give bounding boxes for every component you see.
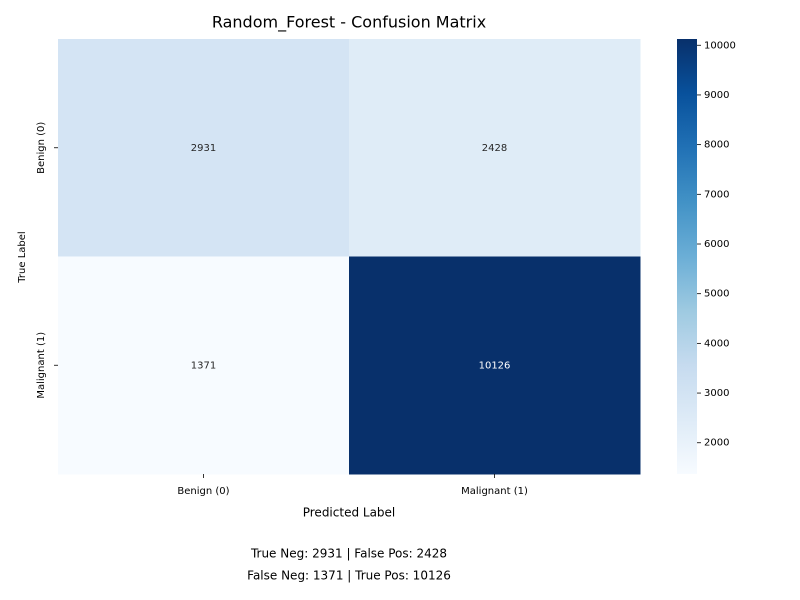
colorbar-tick-label: 5000	[704, 289, 729, 300]
y-axis-label: True Label	[17, 231, 28, 283]
colorbar-tick-label: 6000	[704, 239, 729, 250]
heatmap-cell	[58, 39, 350, 257]
cell-label: 2931	[191, 143, 216, 154]
y-tick-label: Malignant (1)	[36, 332, 47, 399]
cell-label: 2428	[482, 143, 507, 154]
x-axis-label: Predicted Label	[303, 506, 396, 520]
colorbar-tick-label: 3000	[704, 388, 729, 399]
colorbar-tick-label: 8000	[704, 140, 729, 151]
chart-title: Random_Forest - Confusion Matrix	[212, 13, 486, 33]
annotation: False Neg: 1371 | True Pos: 10126	[247, 569, 451, 583]
colorbar-tick-label: 2000	[704, 438, 729, 449]
cell-label: 1371	[191, 360, 216, 371]
heatmap-cell	[349, 39, 641, 257]
colorbar-tick-label: 10000	[704, 40, 736, 51]
colorbar-tick-label: 9000	[704, 90, 729, 101]
heatmap-cell	[58, 256, 350, 475]
cell-label: 10126	[479, 360, 511, 371]
colorbar-tick-label: 4000	[704, 338, 729, 349]
x-tick-label: Benign (0)	[177, 486, 229, 497]
annotation: True Neg: 2931 | False Pos: 2428	[250, 547, 447, 561]
heatmap-cell	[349, 256, 641, 475]
x-tick-label: Malignant (1)	[461, 486, 528, 497]
colorbar	[677, 39, 697, 474]
colorbar-tick-label: 7000	[704, 189, 729, 200]
y-tick-label: Benign (0)	[36, 122, 47, 174]
